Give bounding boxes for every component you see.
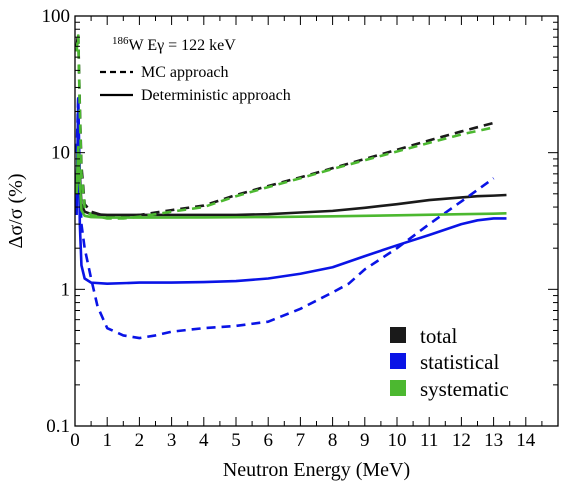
x-tick-label: 12 — [452, 430, 471, 451]
x-tick-label: 8 — [328, 430, 338, 451]
x-axis-title: Neutron Energy (MeV) — [223, 459, 410, 481]
x-tick-label: 0 — [70, 430, 80, 451]
x-tick-label: 6 — [263, 430, 273, 451]
legend: total statistical systematic — [390, 324, 509, 401]
x-tick-label: 2 — [135, 430, 145, 451]
legend-swatch-statistical — [390, 353, 406, 369]
x-tick-label: 5 — [231, 430, 241, 451]
series-layer — [75, 31, 507, 340]
x-tick-label: 9 — [360, 430, 370, 451]
annotation-mc-label: MC approach — [141, 64, 229, 81]
y-tick-label: 100 — [42, 6, 71, 27]
annotation-isotope-text: W Eγ = 122 keV — [129, 37, 237, 54]
y-tick-label: 1 — [61, 279, 71, 300]
series-statistical-mc-line — [75, 96, 495, 340]
x-tick-label: 3 — [167, 430, 177, 451]
x-tick-label: 10 — [388, 430, 407, 451]
legend-label-total: total — [420, 324, 457, 348]
legend-swatch-systematic — [390, 380, 406, 396]
x-tick-label: 1 — [102, 430, 112, 451]
series-statistical-deterministic-line — [75, 96, 507, 285]
legend-label-systematic: systematic — [420, 377, 509, 401]
legend-swatch-total — [390, 327, 406, 343]
ticks-layer — [74, 15, 558, 427]
annotation-box: 186W Eγ = 122 keV MC approach Determinis… — [100, 35, 291, 104]
legend-label-statistical: statistical — [420, 350, 499, 374]
x-tick-label: 11 — [420, 430, 438, 451]
x-tick-label: 13 — [484, 430, 503, 451]
x-tick-label: 7 — [296, 430, 306, 451]
x-tick-label: 4 — [199, 430, 209, 451]
annotation-isotope: 186W Eγ = 122 keV — [112, 35, 236, 54]
x-tick-label: 14 — [516, 430, 536, 451]
annotation-deterministic-label: Deterministic approach — [141, 87, 291, 104]
annotation-isotope-mass: 186 — [112, 35, 129, 47]
y-tick-label: 10 — [51, 143, 70, 164]
y-tick-label: 0.1 — [46, 416, 70, 437]
y-axis-title: Δσ/σ (%) — [5, 174, 27, 249]
